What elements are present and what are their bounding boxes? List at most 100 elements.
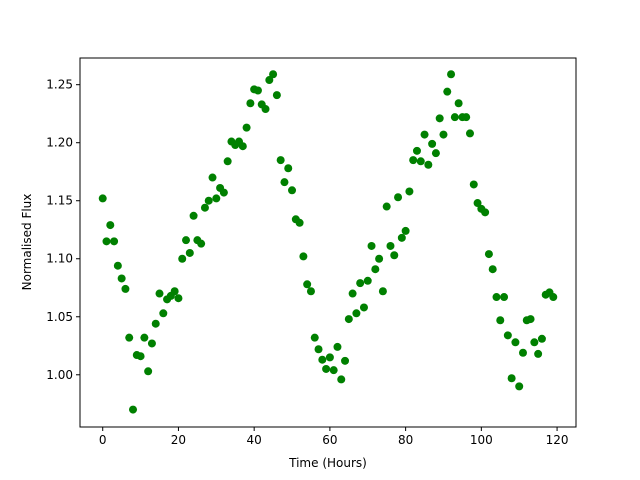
point <box>113 261 122 270</box>
point <box>136 352 145 361</box>
point <box>412 146 421 155</box>
point <box>299 252 308 261</box>
y-axis-label: Normalised Flux <box>20 194 34 291</box>
point <box>549 293 558 302</box>
point <box>314 345 323 354</box>
point <box>428 139 437 148</box>
point <box>212 194 221 203</box>
y-tick-label: 1.00 <box>46 368 73 382</box>
x-tick-label: 100 <box>470 433 493 447</box>
y-tick-label: 1.05 <box>46 310 73 324</box>
point <box>409 156 418 165</box>
x-tick-label: 20 <box>171 433 186 447</box>
x-tick-label: 120 <box>546 433 569 447</box>
point <box>147 339 156 348</box>
point <box>253 86 262 95</box>
point <box>219 188 228 197</box>
point <box>397 233 406 242</box>
point <box>515 382 524 391</box>
plot-frame <box>79 57 577 428</box>
x-tick-label: 80 <box>398 433 413 447</box>
point <box>125 333 134 342</box>
y-tick-label: 1.25 <box>46 78 73 92</box>
point <box>416 157 425 166</box>
point <box>382 202 391 211</box>
point <box>518 348 527 357</box>
point <box>503 331 512 340</box>
point <box>144 367 153 376</box>
point <box>246 99 255 108</box>
point <box>443 87 452 96</box>
point <box>367 241 376 250</box>
point <box>424 160 433 169</box>
y-tick-label: 1.15 <box>46 194 73 208</box>
point <box>280 178 289 187</box>
point <box>352 309 361 318</box>
point <box>500 293 509 302</box>
point <box>469 180 478 189</box>
point <box>337 375 346 384</box>
x-tick-label: 40 <box>247 433 262 447</box>
point <box>325 353 334 362</box>
point <box>295 218 304 227</box>
point <box>261 105 270 114</box>
point <box>439 130 448 139</box>
point <box>159 309 168 318</box>
point <box>488 265 497 274</box>
point <box>170 287 179 296</box>
point <box>140 333 149 342</box>
point <box>182 236 191 245</box>
point <box>363 276 372 285</box>
point <box>386 241 395 250</box>
point <box>306 287 315 296</box>
point <box>394 193 403 202</box>
point <box>359 303 368 312</box>
point <box>200 203 209 212</box>
point <box>322 364 331 373</box>
point <box>98 194 107 203</box>
point <box>462 113 471 122</box>
point <box>121 284 130 293</box>
point <box>348 289 357 298</box>
point <box>473 199 482 208</box>
point <box>189 211 198 220</box>
point <box>174 294 183 303</box>
point <box>329 366 338 375</box>
point <box>375 254 384 263</box>
point <box>155 289 164 298</box>
point <box>390 251 399 260</box>
point <box>465 129 474 138</box>
point <box>511 338 520 347</box>
point <box>318 355 327 364</box>
point <box>420 130 429 139</box>
point <box>484 250 493 259</box>
x-tick-label: 0 <box>99 433 107 447</box>
point <box>526 315 535 324</box>
point <box>151 319 160 328</box>
point <box>272 91 281 100</box>
point <box>303 280 312 289</box>
point <box>371 265 380 274</box>
point <box>265 76 274 85</box>
point <box>310 333 319 342</box>
point <box>534 349 543 358</box>
point <box>481 208 490 217</box>
point <box>238 142 247 151</box>
point <box>405 187 414 196</box>
point <box>106 221 115 230</box>
point <box>492 293 501 302</box>
point <box>102 237 111 246</box>
point <box>276 156 285 165</box>
point <box>117 274 126 283</box>
point <box>185 248 194 257</box>
point <box>288 186 297 195</box>
y-tick-label: 1.10 <box>46 252 73 266</box>
point <box>378 287 387 296</box>
point <box>110 237 119 246</box>
point <box>435 114 444 123</box>
point <box>333 342 342 351</box>
point <box>178 254 187 263</box>
point <box>344 315 353 324</box>
point <box>496 316 505 325</box>
